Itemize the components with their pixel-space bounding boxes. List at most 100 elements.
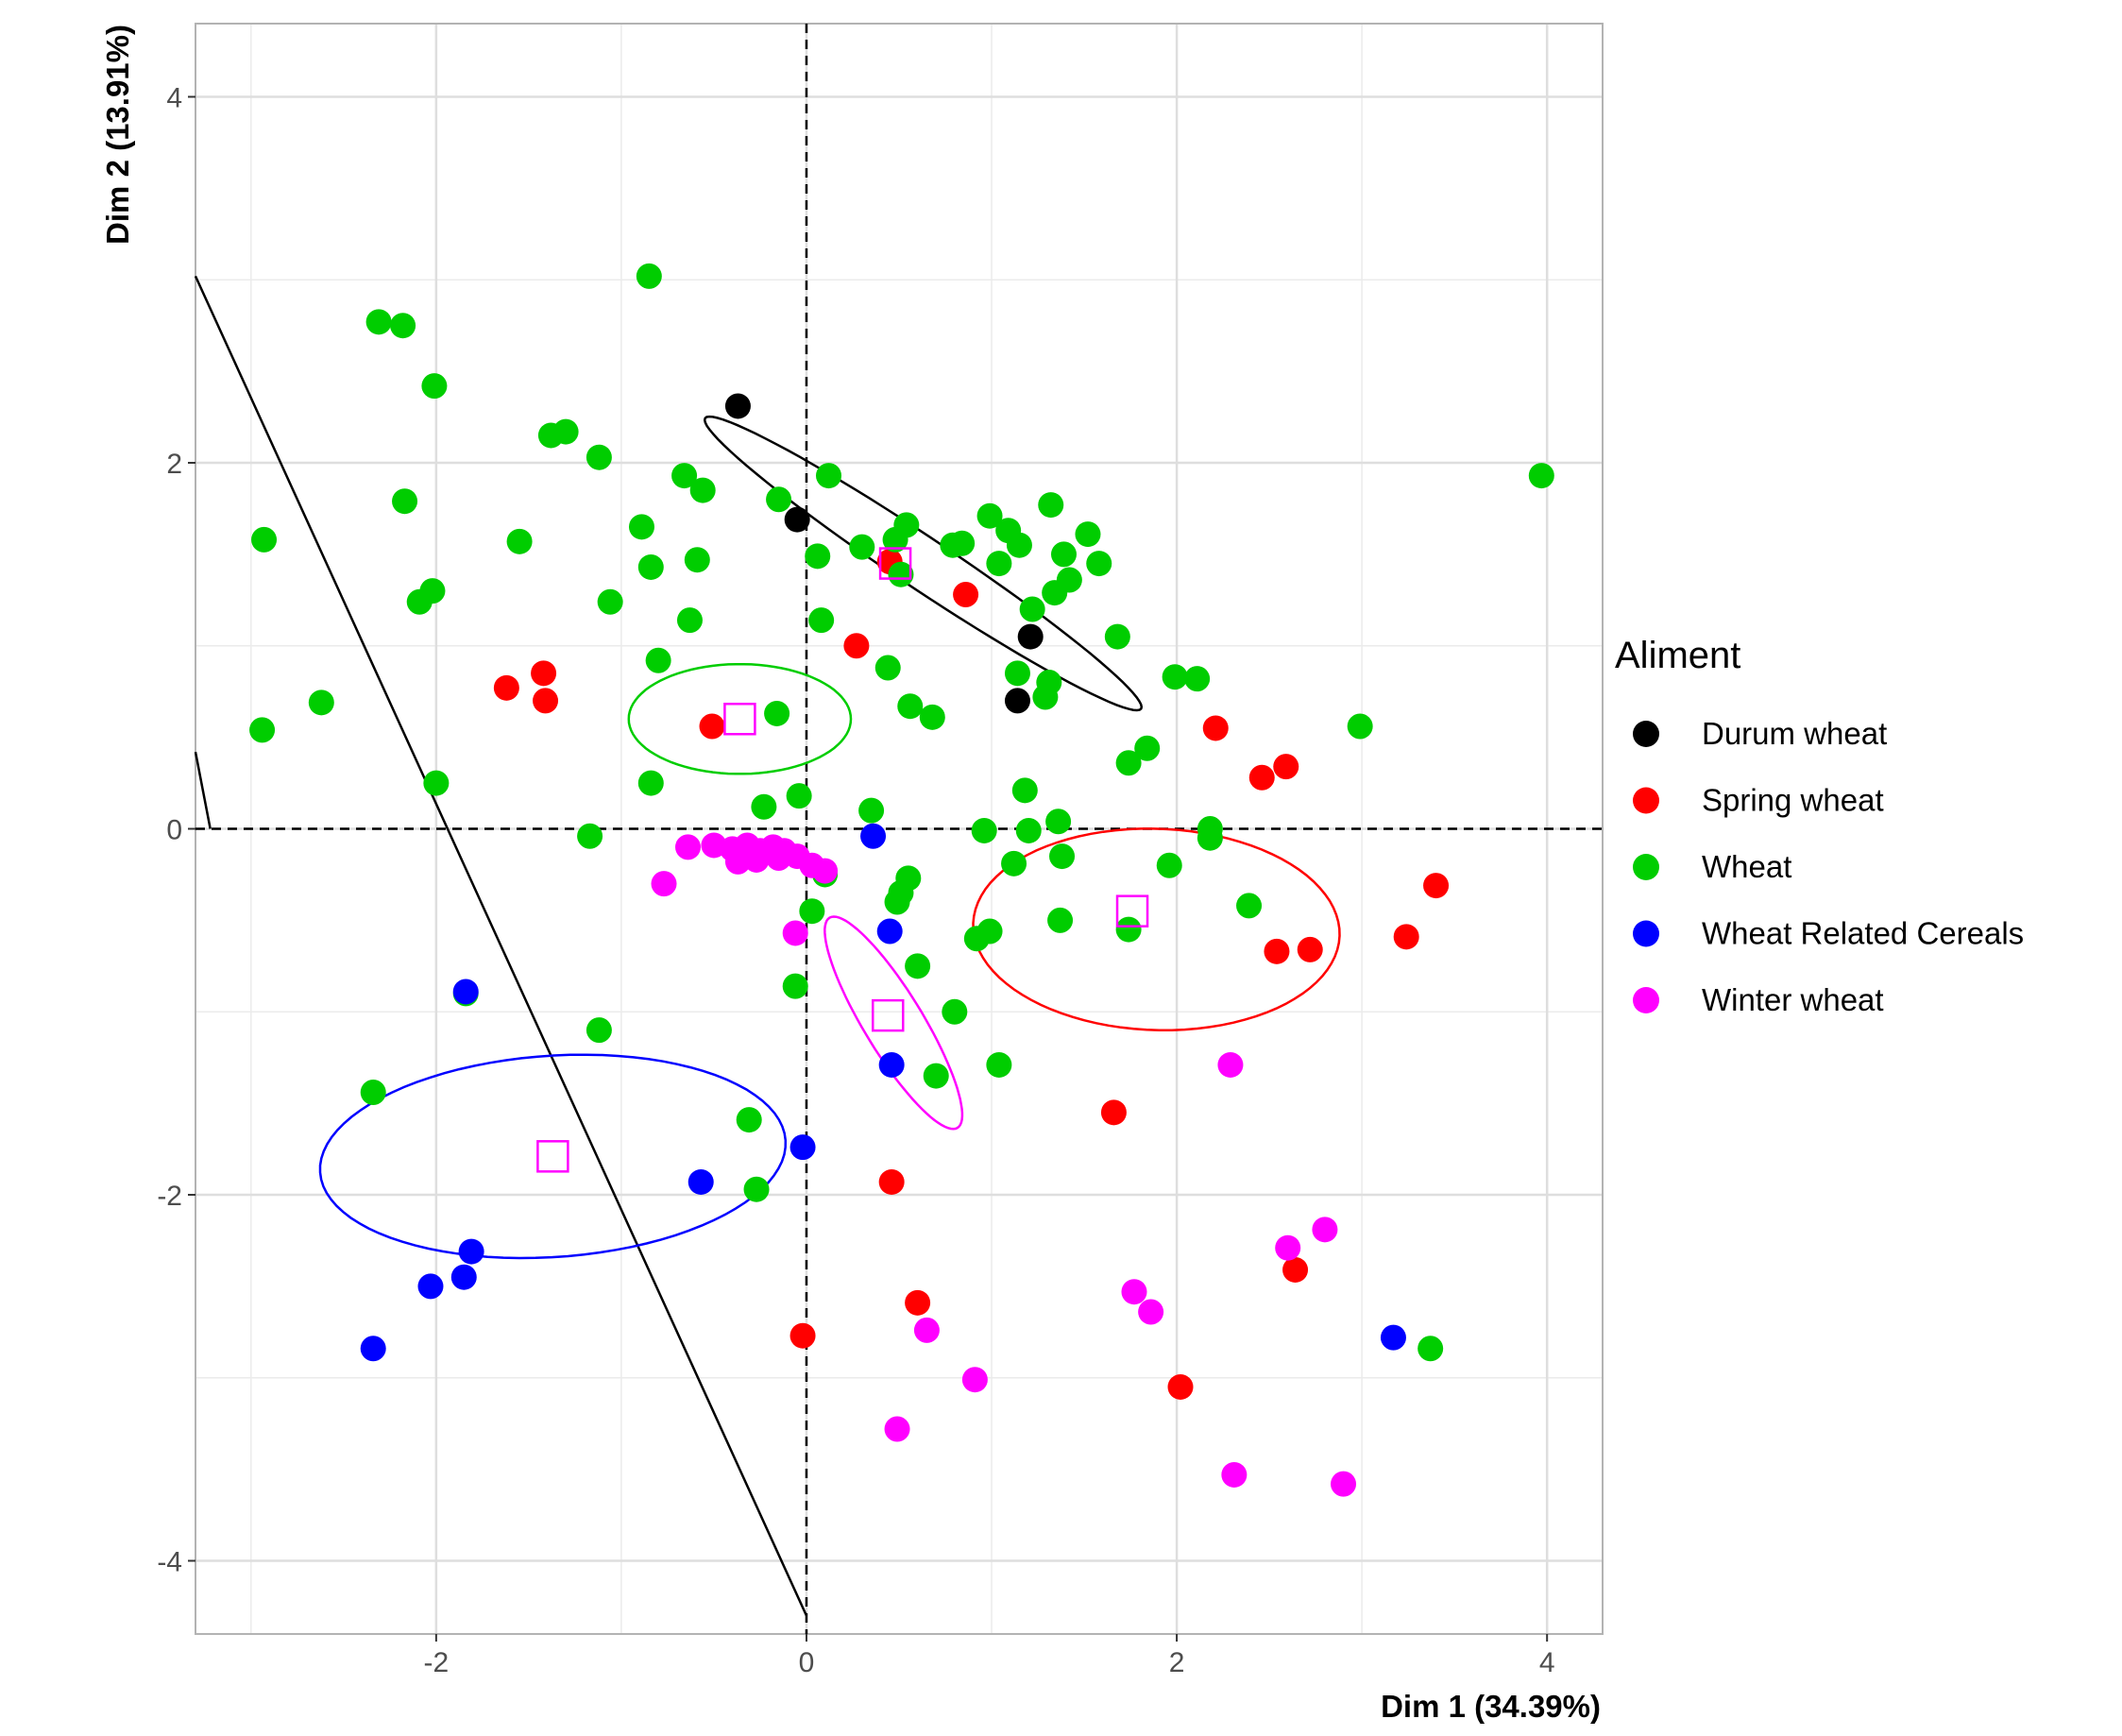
data-point	[360, 1080, 386, 1105]
data-point	[1001, 850, 1027, 877]
data-point	[533, 688, 559, 714]
data-point	[1086, 551, 1112, 577]
data-point	[699, 713, 725, 740]
data-point	[986, 1051, 1012, 1078]
data-point	[1184, 666, 1211, 692]
data-point	[812, 858, 839, 884]
data-point	[1019, 596, 1045, 622]
data-point	[1221, 1461, 1248, 1488]
data-point	[249, 717, 276, 743]
data-point	[360, 1336, 386, 1362]
data-point	[971, 817, 997, 843]
data-point	[843, 633, 870, 659]
data-point	[1045, 808, 1072, 835]
data-points	[249, 263, 1554, 1497]
data-point	[1347, 713, 1373, 740]
data-point	[1004, 660, 1030, 687]
data-point	[884, 889, 910, 915]
data-point	[766, 845, 792, 871]
data-point	[949, 530, 976, 556]
data-point	[1275, 1234, 1301, 1261]
data-point	[919, 704, 945, 730]
data-point	[421, 373, 448, 400]
data-point	[876, 918, 903, 945]
centroid-marker	[878, 547, 912, 580]
data-point	[858, 797, 885, 824]
data-point	[1049, 843, 1076, 870]
data-point	[789, 1134, 816, 1161]
data-point	[736, 1107, 762, 1133]
data-point	[849, 534, 875, 560]
data-point	[1004, 688, 1030, 714]
centroid-marker	[536, 1140, 569, 1173]
legend-label: Wheat Related Cereals	[1702, 916, 2024, 951]
x-tick-label: 4	[1539, 1647, 1555, 1678]
data-point	[308, 689, 334, 716]
data-point	[452, 979, 479, 1005]
data-point	[1156, 852, 1182, 878]
data-point	[586, 444, 612, 470]
confidence-ellipse	[318, 1053, 788, 1260]
data-point	[1197, 825, 1223, 851]
data-point	[1202, 715, 1229, 741]
data-point	[1273, 754, 1299, 780]
data-point	[597, 588, 623, 615]
data-point	[688, 1168, 714, 1195]
supplementary-line	[194, 751, 212, 829]
data-point	[976, 502, 1003, 529]
legend: Aliment Durum wheat Spring wheat Wheat Whea…	[1615, 635, 2024, 1017]
data-point	[784, 506, 810, 533]
data-point	[636, 263, 662, 289]
y-tick-label: 4	[166, 83, 182, 114]
data-point	[552, 418, 579, 445]
data-point	[586, 1017, 612, 1044]
data-point	[1121, 1279, 1147, 1305]
data-point	[724, 393, 751, 419]
data-point	[782, 973, 808, 999]
legend-title: Aliment	[1615, 635, 1740, 676]
y-tick-label: -4	[157, 1547, 182, 1578]
data-point	[963, 926, 990, 952]
data-point	[1297, 936, 1323, 962]
data-point	[799, 898, 825, 925]
x-tick-label: -2	[424, 1647, 450, 1678]
data-point	[1134, 735, 1161, 761]
y-tick-label: -2	[157, 1181, 182, 1212]
data-point	[743, 1176, 770, 1202]
y-tick-label: 2	[166, 449, 182, 480]
data-point	[1162, 664, 1188, 690]
confidence-ellipse	[703, 415, 1144, 712]
data-point	[392, 488, 418, 515]
data-point	[390, 313, 416, 339]
data-point	[531, 660, 557, 687]
data-point	[1006, 532, 1032, 558]
x-tick-label: 0	[799, 1647, 815, 1678]
reference-lines	[195, 24, 1603, 1634]
legend-key	[1633, 787, 1659, 814]
legend-label: Wheat	[1702, 849, 1791, 884]
data-point	[961, 1367, 988, 1393]
data-point	[874, 655, 901, 681]
data-point	[423, 770, 450, 796]
data-point	[1167, 1373, 1194, 1400]
x-tick-label: 2	[1169, 1647, 1185, 1678]
data-point	[1115, 750, 1142, 776]
data-point	[1282, 1256, 1309, 1283]
data-point	[905, 953, 931, 979]
data-point	[493, 674, 519, 701]
data-point	[1138, 1299, 1164, 1325]
data-point	[986, 551, 1012, 577]
data-point	[884, 1416, 910, 1442]
data-point	[689, 477, 716, 503]
data-point	[878, 1168, 905, 1195]
supplementary-lines	[194, 275, 808, 1617]
data-point	[893, 512, 920, 538]
centroid-marker	[871, 998, 905, 1032]
data-point	[1017, 623, 1044, 650]
legend-items: Durum wheat Spring wheat Wheat Wheat Relate…	[1633, 716, 2024, 1017]
data-point	[1047, 907, 1074, 933]
data-point	[724, 848, 751, 875]
data-point	[675, 834, 701, 860]
data-point	[1038, 492, 1064, 519]
